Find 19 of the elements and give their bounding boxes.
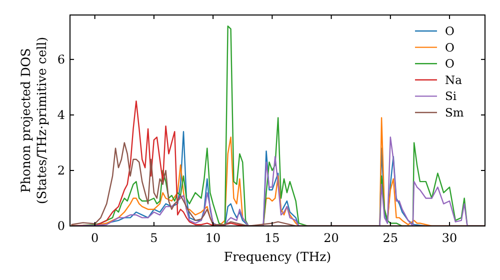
legend-label: O: [445, 40, 454, 54]
x-tick-label: 0: [91, 231, 99, 245]
y-tick-label: 6: [57, 52, 65, 66]
legend-label: Na: [445, 72, 462, 87]
x-tick-label: 10: [205, 231, 221, 245]
y-tick-label: 0: [57, 219, 65, 233]
y-tick-label: 2: [57, 163, 65, 178]
legend-label: Sm: [445, 106, 464, 120]
y-axis-title: Phonon projected DOS (States/THz·primitive cell): [18, 36, 49, 204]
x-tick-label: 30: [442, 231, 458, 245]
legend-label: Si: [445, 89, 457, 104]
x-tick-label: 20: [324, 231, 339, 245]
legend-label: O: [445, 24, 454, 38]
legend-label: O: [445, 56, 454, 71]
y-tick-label: 4: [57, 108, 66, 122]
x-tick-label: 15: [264, 231, 280, 245]
x-tick-label: 25: [382, 231, 398, 245]
x-axis-title: Frequency (THz): [224, 249, 332, 264]
x-tick-label: 5: [150, 231, 158, 245]
